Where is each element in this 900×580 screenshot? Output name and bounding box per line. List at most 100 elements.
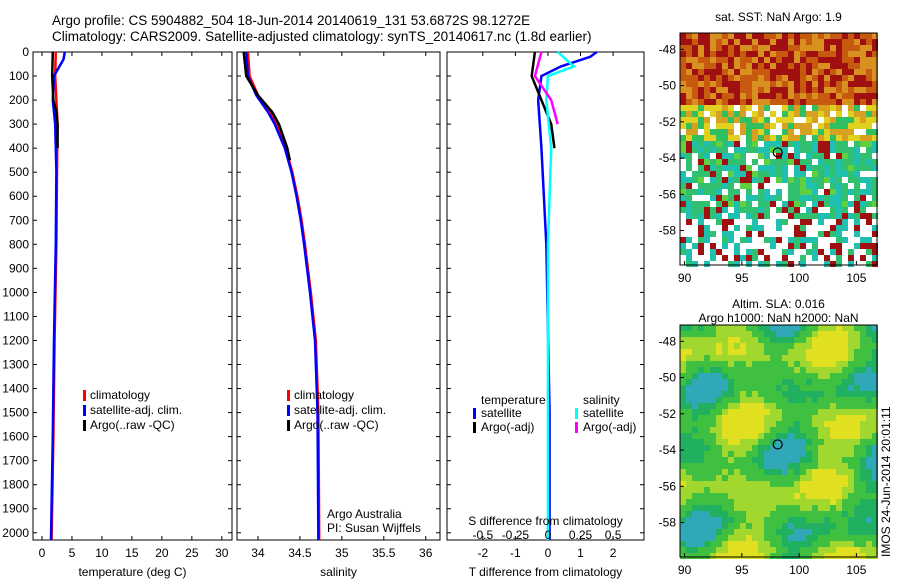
map-pixel bbox=[818, 337, 824, 343]
map-pixel bbox=[740, 337, 746, 343]
map-pixel bbox=[818, 123, 824, 129]
map-pixel bbox=[728, 231, 734, 237]
map-pixel bbox=[698, 409, 704, 415]
map-pixel bbox=[830, 553, 836, 559]
map-pixel bbox=[830, 39, 836, 45]
map-pixel bbox=[686, 81, 692, 87]
map-pixel bbox=[752, 529, 758, 535]
map-pixel bbox=[770, 469, 776, 475]
map-pixel bbox=[794, 385, 800, 391]
map-pixel bbox=[722, 535, 728, 541]
map-pixel bbox=[776, 69, 782, 75]
map-pixel bbox=[728, 517, 734, 523]
map-pixel bbox=[698, 111, 704, 117]
x-tick-label: 90 bbox=[678, 563, 692, 577]
map-pixel bbox=[710, 63, 716, 69]
map-pixel bbox=[770, 343, 776, 349]
y-tick-label: -54 bbox=[659, 151, 677, 165]
map-pixel bbox=[860, 153, 866, 159]
map-pixel bbox=[716, 535, 722, 541]
map-pixel bbox=[788, 237, 794, 243]
map-pixel bbox=[728, 541, 734, 547]
map-pixel bbox=[854, 433, 860, 439]
map-pixel bbox=[788, 261, 794, 267]
map-pixel bbox=[686, 201, 692, 207]
map-pixel bbox=[710, 207, 716, 213]
map-pixel bbox=[728, 87, 734, 93]
map-pixel bbox=[680, 105, 686, 111]
map-pixel bbox=[860, 195, 866, 201]
map-pixel bbox=[680, 445, 686, 451]
map-pixel bbox=[872, 535, 878, 541]
map-pixel bbox=[776, 397, 782, 403]
map-pixel bbox=[872, 39, 878, 45]
map-pixel bbox=[824, 337, 830, 343]
map-pixel bbox=[698, 553, 704, 559]
map-pixel bbox=[854, 87, 860, 93]
map-pixel bbox=[716, 367, 722, 373]
map-pixel bbox=[716, 189, 722, 195]
map-pixel bbox=[848, 213, 854, 219]
map-pixel bbox=[770, 409, 776, 415]
map-pixel bbox=[848, 439, 854, 445]
map-pixel bbox=[788, 529, 794, 535]
map-pixel bbox=[692, 535, 698, 541]
map-pixel bbox=[770, 493, 776, 499]
map-pixel bbox=[788, 135, 794, 141]
map-pixel bbox=[824, 523, 830, 529]
map-title: sat. SST: NaN Argo: 1.9 bbox=[715, 10, 842, 24]
map-pixel bbox=[848, 171, 854, 177]
map-pixel bbox=[812, 457, 818, 463]
map-pixel bbox=[686, 553, 692, 559]
map-pixel bbox=[716, 457, 722, 463]
map-pixel bbox=[818, 505, 824, 511]
map-pixel bbox=[728, 475, 734, 481]
map-pixel bbox=[818, 195, 824, 201]
map-pixel bbox=[752, 331, 758, 337]
map-pixel bbox=[698, 373, 704, 379]
map-pixel bbox=[848, 481, 854, 487]
map-pixel bbox=[824, 511, 830, 517]
map-pixel bbox=[722, 373, 728, 379]
map-pixel bbox=[842, 183, 848, 189]
x-tick-label: 2 bbox=[610, 546, 617, 560]
map-pixel bbox=[758, 553, 764, 559]
map-pixel bbox=[704, 421, 710, 427]
map-pixel bbox=[818, 385, 824, 391]
map-pixel bbox=[698, 105, 704, 111]
map-pixel bbox=[800, 547, 806, 553]
map-pixel bbox=[824, 93, 830, 99]
map-pixel bbox=[848, 457, 854, 463]
map-pixel bbox=[764, 457, 770, 463]
map-pixel bbox=[812, 463, 818, 469]
map-pixel bbox=[710, 147, 716, 153]
map-pixel bbox=[722, 177, 728, 183]
map-pixel bbox=[722, 499, 728, 505]
map-pixel bbox=[806, 75, 812, 81]
map-pixel bbox=[746, 385, 752, 391]
map-pixel bbox=[776, 343, 782, 349]
map-pixel bbox=[860, 349, 866, 355]
map-pixel bbox=[692, 397, 698, 403]
map-pixel bbox=[680, 367, 686, 373]
map-pixel bbox=[776, 99, 782, 105]
map-pixel bbox=[746, 331, 752, 337]
map-pixel bbox=[866, 147, 872, 153]
map-pixel bbox=[848, 177, 854, 183]
map-pixel bbox=[692, 147, 698, 153]
map-pixel bbox=[806, 535, 812, 541]
map-pixel bbox=[776, 529, 782, 535]
y-tick-label: -54 bbox=[659, 443, 677, 457]
map-pixel bbox=[854, 499, 860, 505]
map-pixel bbox=[740, 391, 746, 397]
map-pixel bbox=[836, 355, 842, 361]
map-pixel bbox=[692, 105, 698, 111]
map-pixel bbox=[782, 337, 788, 343]
map-pixel bbox=[812, 379, 818, 385]
map-pixel bbox=[752, 433, 758, 439]
map-pixel bbox=[740, 105, 746, 111]
map-pixel bbox=[818, 69, 824, 75]
map-pixel bbox=[764, 237, 770, 243]
map-pixel bbox=[686, 397, 692, 403]
map-pixel bbox=[860, 117, 866, 123]
